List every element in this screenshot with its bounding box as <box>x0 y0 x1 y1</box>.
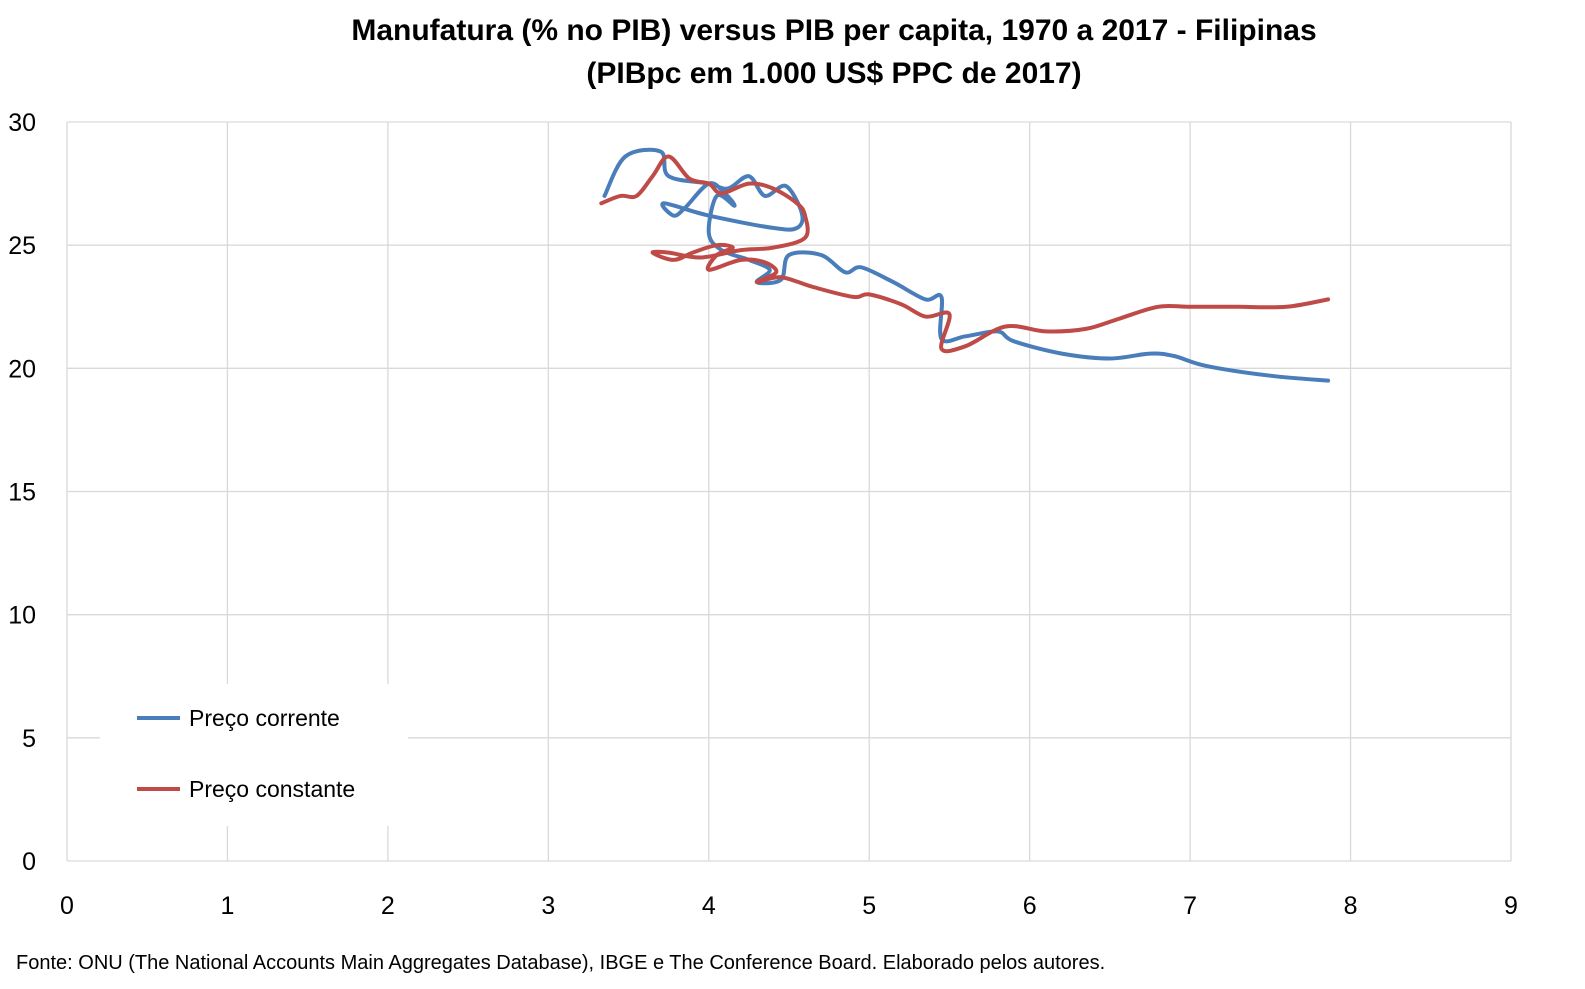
chart-title: Manufatura (% no PIB) versus PIB per cap… <box>351 14 1316 47</box>
x-tick-label-1: 1 <box>220 892 234 920</box>
x-tick-label-2: 2 <box>381 892 395 920</box>
x-tick-label-4: 4 <box>702 892 716 920</box>
legend: Preço corrente Preço constante <box>100 684 408 826</box>
y-tick-label-3: 15 <box>8 479 36 507</box>
series-line-pre-o-constante <box>599 154 1331 354</box>
series-layer <box>599 147 1331 383</box>
legend-box <box>100 684 408 826</box>
y-tick-label-6: 30 <box>8 109 36 137</box>
y-tick-label-2: 10 <box>8 602 36 630</box>
source-note: Fonte: ONU (The National Accounts Main A… <box>16 952 1106 974</box>
y-tick-label-1: 5 <box>22 725 36 753</box>
legend-label-pre-o-corrente: Preço corrente <box>189 705 340 731</box>
chart-subtitle: (PIBpc em 1.000 US$ PPC de 2017) <box>586 57 1081 90</box>
x-tick-label-6: 6 <box>1023 892 1037 920</box>
y-tick-label-5: 25 <box>8 232 36 260</box>
x-tick-label-7: 7 <box>1183 892 1197 920</box>
legend-label-pre-o-constante: Preço constante <box>189 776 355 802</box>
x-tick-label-5: 5 <box>862 892 876 920</box>
series-line-pre-o-corrente <box>602 147 1331 383</box>
x-tick-label-9: 9 <box>1504 892 1518 920</box>
y-tick-label-4: 20 <box>8 355 36 383</box>
axes: 0 1 2 3 4 5 6 7 8 9 0 5 10 15 20 25 30 <box>8 109 1518 920</box>
x-tick-label-8: 8 <box>1344 892 1358 920</box>
x-tick-label-3: 3 <box>541 892 555 920</box>
y-tick-label-0: 0 <box>22 848 36 876</box>
x-tick-label-0: 0 <box>60 892 74 920</box>
